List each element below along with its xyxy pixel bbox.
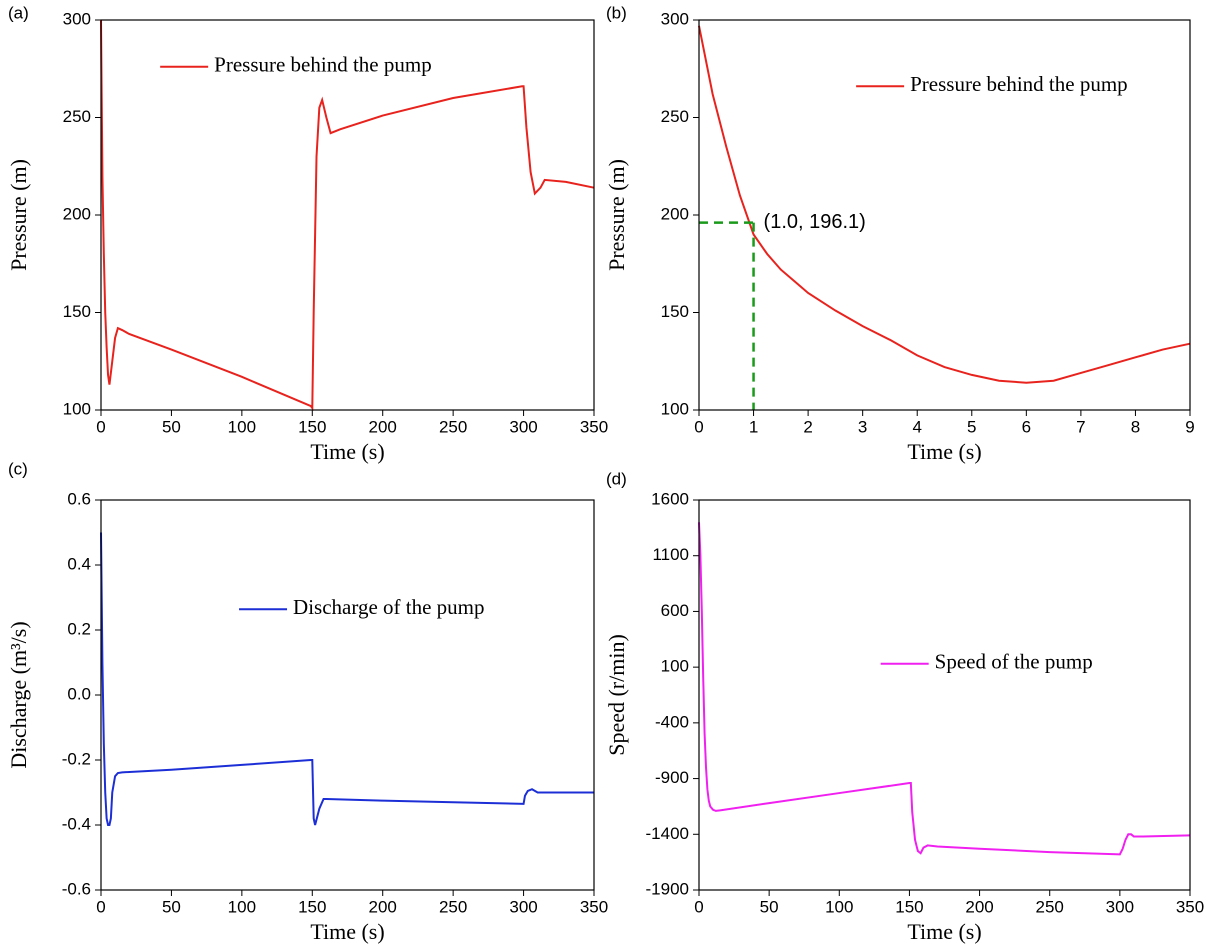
y-axis-label: Speed (r/min)	[604, 634, 629, 756]
y-tick-label: 300	[661, 9, 689, 28]
x-tick-label: 0	[96, 897, 105, 916]
x-tick-label: 200	[369, 897, 397, 916]
x-tick-label: 250	[439, 897, 467, 916]
x-tick-label: 200	[965, 897, 993, 916]
y-tick-label: 100	[661, 657, 689, 676]
y-tick-label: -400	[655, 712, 689, 731]
x-tick-label: 3	[858, 417, 867, 436]
y-tick-label: -1400	[646, 824, 689, 843]
plot-frame	[698, 499, 1191, 891]
data-line	[100, 19, 595, 412]
plot-frame	[698, 19, 1191, 411]
x-axis-label: Time (s)	[310, 919, 384, 944]
x-tick-label: 0	[694, 417, 703, 436]
x-tick-label: 100	[228, 897, 256, 916]
y-tick-label: 0.0	[67, 684, 91, 703]
plot-frame	[100, 19, 595, 411]
x-tick-label: 100	[228, 417, 256, 436]
y-tick-label: 0.4	[67, 554, 91, 573]
y-tick-label: 100	[63, 399, 91, 418]
y-tick-label: 250	[63, 107, 91, 126]
y-tick-label: 150	[63, 302, 91, 321]
x-tick-label: 5	[967, 417, 976, 436]
legend-label: Pressure behind the pump	[214, 53, 432, 77]
x-axis-label: Time (s)	[907, 919, 981, 944]
x-tick-label: 0	[96, 417, 105, 436]
data-line	[100, 532, 594, 826]
legend-label: Discharge of the pump	[293, 595, 484, 619]
x-tick-label: 300	[1106, 897, 1134, 916]
x-axis-label: Time (s)	[310, 439, 384, 464]
x-tick-label: 50	[760, 897, 779, 916]
panel-label: (d)	[606, 469, 627, 488]
y-tick-label: 200	[63, 204, 91, 223]
x-tick-label: 6	[1022, 417, 1031, 436]
y-tick-label: -0.6	[62, 879, 91, 898]
y-tick-label: -0.4	[62, 814, 91, 833]
y-axis-label: Pressure (m)	[6, 159, 31, 271]
y-tick-label: -1900	[646, 879, 689, 898]
x-tick-label: 0	[694, 897, 703, 916]
x-tick-label: 350	[580, 417, 608, 436]
plot-frame	[100, 499, 595, 891]
panel-label: (b)	[606, 3, 627, 22]
y-tick-label: 100	[661, 399, 689, 418]
x-tick-label: 150	[895, 897, 923, 916]
y-tick-label: 0.2	[67, 619, 91, 638]
annotation-text: (1.0, 196.1)	[764, 211, 866, 233]
y-tick-label: 1100	[652, 545, 689, 564]
x-tick-label: 250	[439, 417, 467, 436]
panel-label: (a)	[8, 3, 29, 22]
y-axis-label: Discharge (m³/s)	[6, 621, 31, 768]
y-tick-label: 200	[661, 204, 689, 223]
y-tick-label: -900	[655, 768, 689, 787]
x-tick-label: 4	[912, 417, 921, 436]
x-tick-label: 350	[1176, 897, 1204, 916]
x-tick-label: 350	[580, 897, 608, 916]
y-axis-label: Pressure (m)	[604, 159, 629, 271]
legend-label: Pressure behind the pump	[910, 72, 1128, 96]
x-tick-label: 200	[369, 417, 397, 436]
x-tick-label: 1	[749, 417, 758, 436]
x-tick-label: 150	[298, 897, 326, 916]
x-tick-label: 50	[162, 417, 181, 436]
legend-label: Speed of the pump	[935, 650, 1093, 674]
y-tick-label: 250	[661, 107, 689, 126]
data-line	[698, 522, 1191, 856]
y-tick-label: 0.6	[67, 489, 91, 508]
y-tick-label: -0.2	[62, 749, 91, 768]
x-tick-label: 2	[803, 417, 812, 436]
y-tick-label: 600	[661, 601, 689, 620]
x-tick-label: 250	[1036, 897, 1064, 916]
x-tick-label: 7	[1076, 417, 1085, 436]
x-axis-label: Time (s)	[907, 439, 981, 464]
panel-label: (c)	[8, 459, 28, 478]
y-tick-label: 150	[661, 302, 689, 321]
x-tick-label: 300	[509, 417, 537, 436]
x-tick-label: 100	[825, 897, 853, 916]
x-tick-label: 300	[509, 897, 537, 916]
x-tick-label: 50	[162, 897, 181, 916]
y-tick-label: 1600	[651, 489, 689, 508]
x-tick-label: 150	[298, 417, 326, 436]
x-tick-label: 9	[1185, 417, 1194, 436]
y-tick-label: 300	[63, 9, 91, 28]
x-tick-label: 8	[1131, 417, 1140, 436]
